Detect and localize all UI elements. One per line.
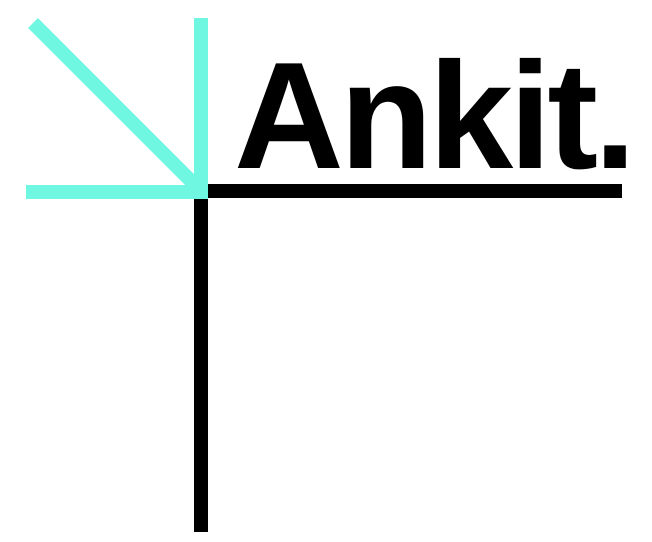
arrow-diagonal-shaft bbox=[28, 18, 205, 195]
wordmark: Ankit. bbox=[234, 31, 636, 201]
arrow-horizontal-stroke bbox=[26, 185, 208, 199]
vertical-rule bbox=[194, 184, 208, 532]
arrow-vertical-stroke bbox=[194, 18, 208, 199]
horizontal-rule bbox=[194, 184, 622, 198]
